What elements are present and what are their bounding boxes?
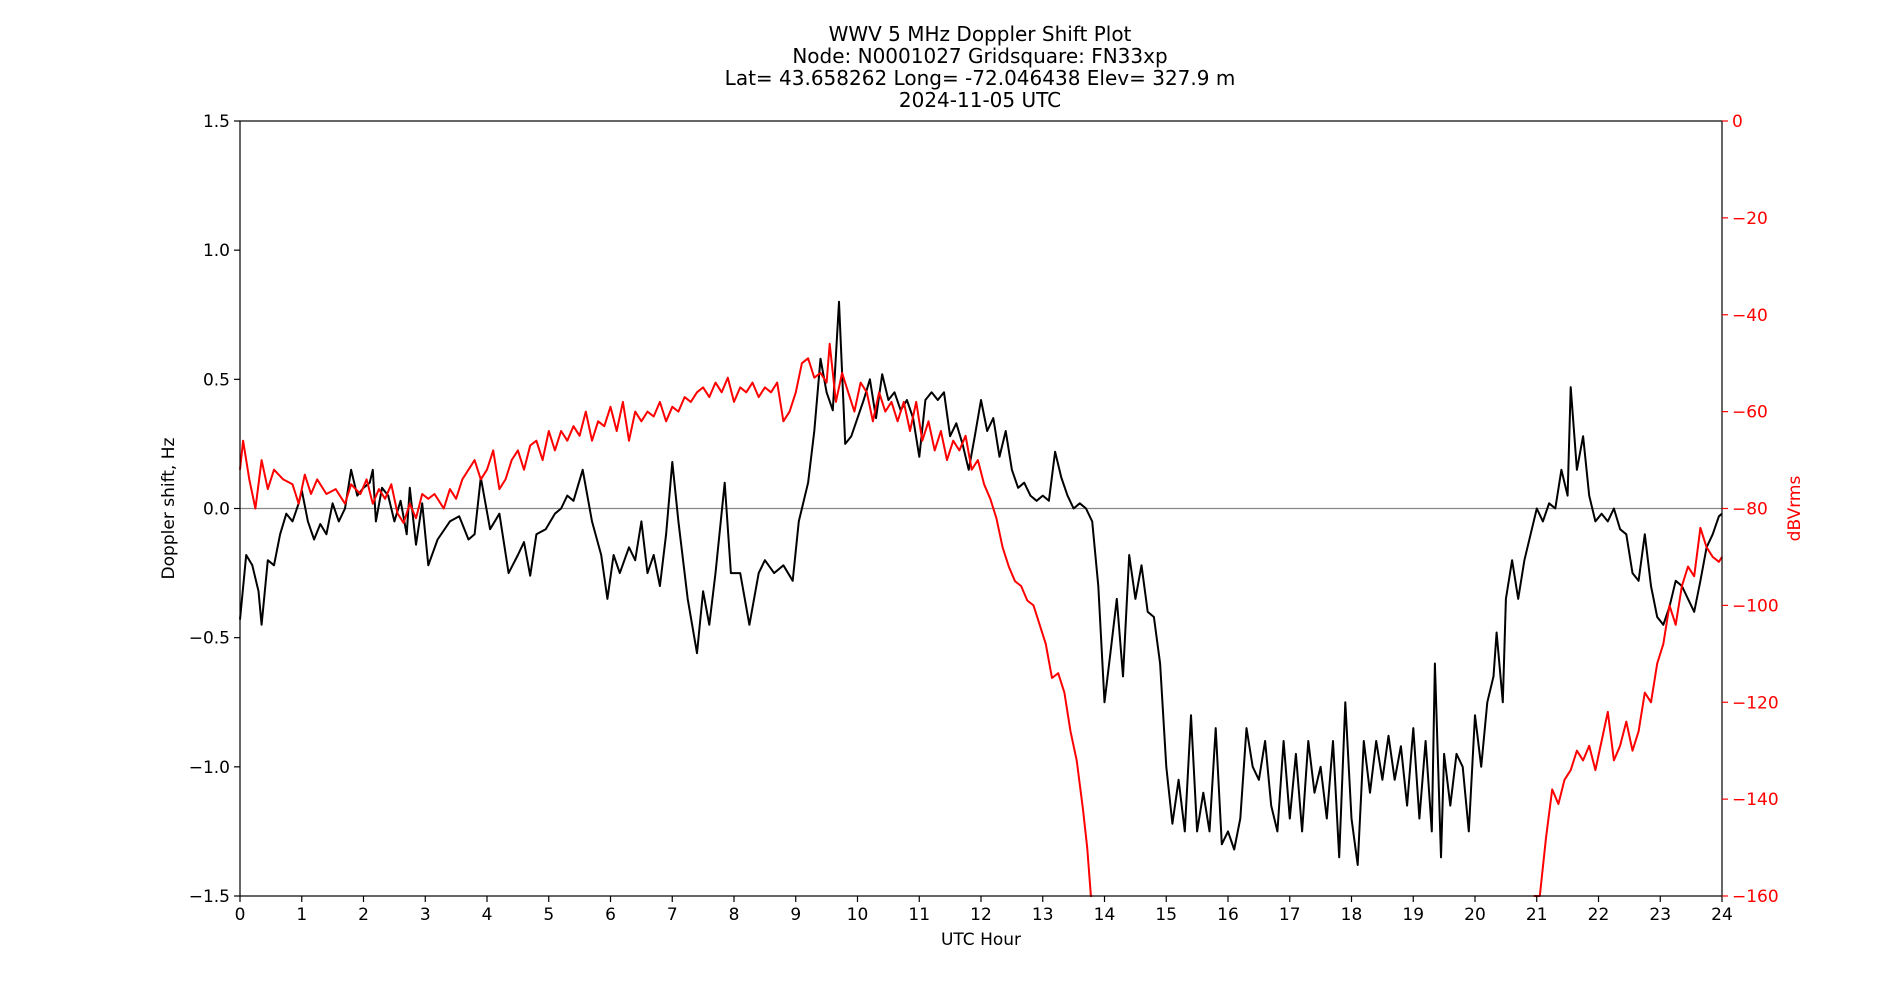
x-tick-label: 14 [1094, 905, 1116, 925]
y-axis-right: 0 −20 −40 −60 −80 −100 −120 −140 −160 [1722, 112, 1779, 907]
y-axis-left-label: Doppler shift, Hz [159, 437, 179, 579]
series-line-2 [239, 342, 1093, 897]
x-axis: 0 1 2 3 4 5 6 7 8 9 10 11 12 13 14 15 16 17 18 19 20 21 22 23 24 [235, 896, 1733, 925]
x-tick-label: 2 [358, 905, 369, 925]
x-tick-label: 0 [235, 905, 246, 925]
x-tick-label: 6 [605, 905, 616, 925]
series-line-3 [1533, 526, 1723, 897]
chart-title-line-4: 2024-11-05 UTC [899, 88, 1061, 112]
x-tick-label: 16 [1217, 905, 1239, 925]
chart-title-line-1: WWV 5 MHz Doppler Shift Plot [829, 22, 1132, 46]
series-line-1 [239, 300, 1723, 866]
x-tick-label: 11 [908, 905, 930, 925]
chart-title-line-3: Lat= 43.658262 Long= -72.046438 Elev= 32… [725, 66, 1236, 90]
y-right-tick-label: −40 [1732, 306, 1768, 326]
chart-title: WWV 5 MHz Doppler Shift Plot Node: N0001… [725, 22, 1236, 112]
x-tick-label: 8 [729, 905, 740, 925]
x-tick-label: 3 [420, 905, 431, 925]
x-tick-label: 23 [1649, 905, 1671, 925]
y-axis-right-label: dBVrms [1785, 476, 1805, 542]
chart-title-line-2: Node: N0001027 Gridsquare: FN33xp [792, 44, 1167, 68]
y-right-tick-label: −60 [1732, 403, 1768, 423]
x-tick-label: 4 [482, 905, 493, 925]
x-tick-label: 22 [1588, 905, 1610, 925]
y-right-tick-label: −80 [1732, 500, 1768, 520]
x-tick-label: 13 [1032, 905, 1054, 925]
x-axis-label: UTC Hour [941, 930, 1021, 950]
y-left-tick-label: 0.0 [203, 500, 230, 520]
data-series [239, 300, 1723, 897]
x-tick-label: 15 [1155, 905, 1177, 925]
x-tick-label: 1 [296, 905, 307, 925]
x-tick-label: 24 [1711, 905, 1733, 925]
x-tick-label: 5 [543, 905, 554, 925]
x-tick-label: 20 [1464, 905, 1486, 925]
y-right-tick-label: −20 [1732, 209, 1768, 229]
x-tick-label: 10 [847, 905, 869, 925]
x-tick-label: 21 [1526, 905, 1548, 925]
y-axis-left: −1.5 −1.0 −0.5 0.0 0.5 1.0 1.5 [189, 112, 240, 907]
x-tick-label: 9 [790, 905, 801, 925]
y-right-tick-label: −100 [1732, 596, 1779, 616]
y-left-tick-label: −0.5 [189, 629, 230, 649]
x-tick-label: 19 [1402, 905, 1424, 925]
y-right-tick-label: 0 [1732, 112, 1743, 132]
x-tick-label: 12 [970, 905, 992, 925]
y-left-tick-label: 0.5 [203, 370, 230, 390]
y-left-tick-label: −1.0 [189, 758, 230, 778]
y-right-tick-label: −120 [1732, 693, 1779, 713]
x-tick-label: 7 [667, 905, 678, 925]
y-right-tick-label: −140 [1732, 790, 1779, 810]
x-tick-label: 18 [1341, 905, 1363, 925]
y-left-tick-label: 1.0 [203, 241, 230, 261]
y-left-tick-label: −1.5 [189, 887, 230, 907]
y-left-tick-label: 1.5 [203, 112, 230, 132]
x-tick-label: 17 [1279, 905, 1301, 925]
y-right-tick-label: −160 [1732, 887, 1779, 907]
